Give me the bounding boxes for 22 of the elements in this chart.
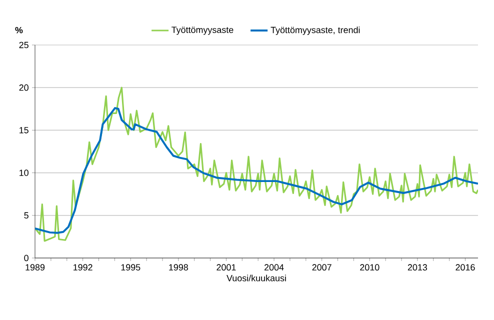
x-tick-label: 2016 [456,264,475,271]
y-tick-label: 10 [20,170,28,176]
y-axis-title: % [15,26,23,34]
x-tick-label: 1995 [121,264,140,271]
x-tick-label: 2013 [408,264,428,271]
x-tick-label: 1992 [74,264,92,271]
line-series [35,107,478,234]
x-axis-title: Vuosi/kuukausi [226,274,286,282]
y-tick-label: 15 [20,127,28,134]
x-tick-label: 2004 [264,264,284,271]
y-tick-label: 0 [24,254,28,262]
x-tick-label: 1998 [169,264,188,271]
y-tick-label: 25 [19,42,28,48]
x-tick-label: 2007 [312,264,332,271]
y-tick-label: 20 [19,84,28,91]
legend-label: Työttömyysaste [172,26,234,35]
y-tick-label: 5 [24,212,28,219]
x-tick-label: 2001 [216,264,236,271]
x-tick-label: 2010 [360,264,380,271]
x-tick-label: 1989 [26,264,45,271]
line-series [35,86,478,242]
legend-label: Työttömyysaste, trendi [270,26,360,35]
